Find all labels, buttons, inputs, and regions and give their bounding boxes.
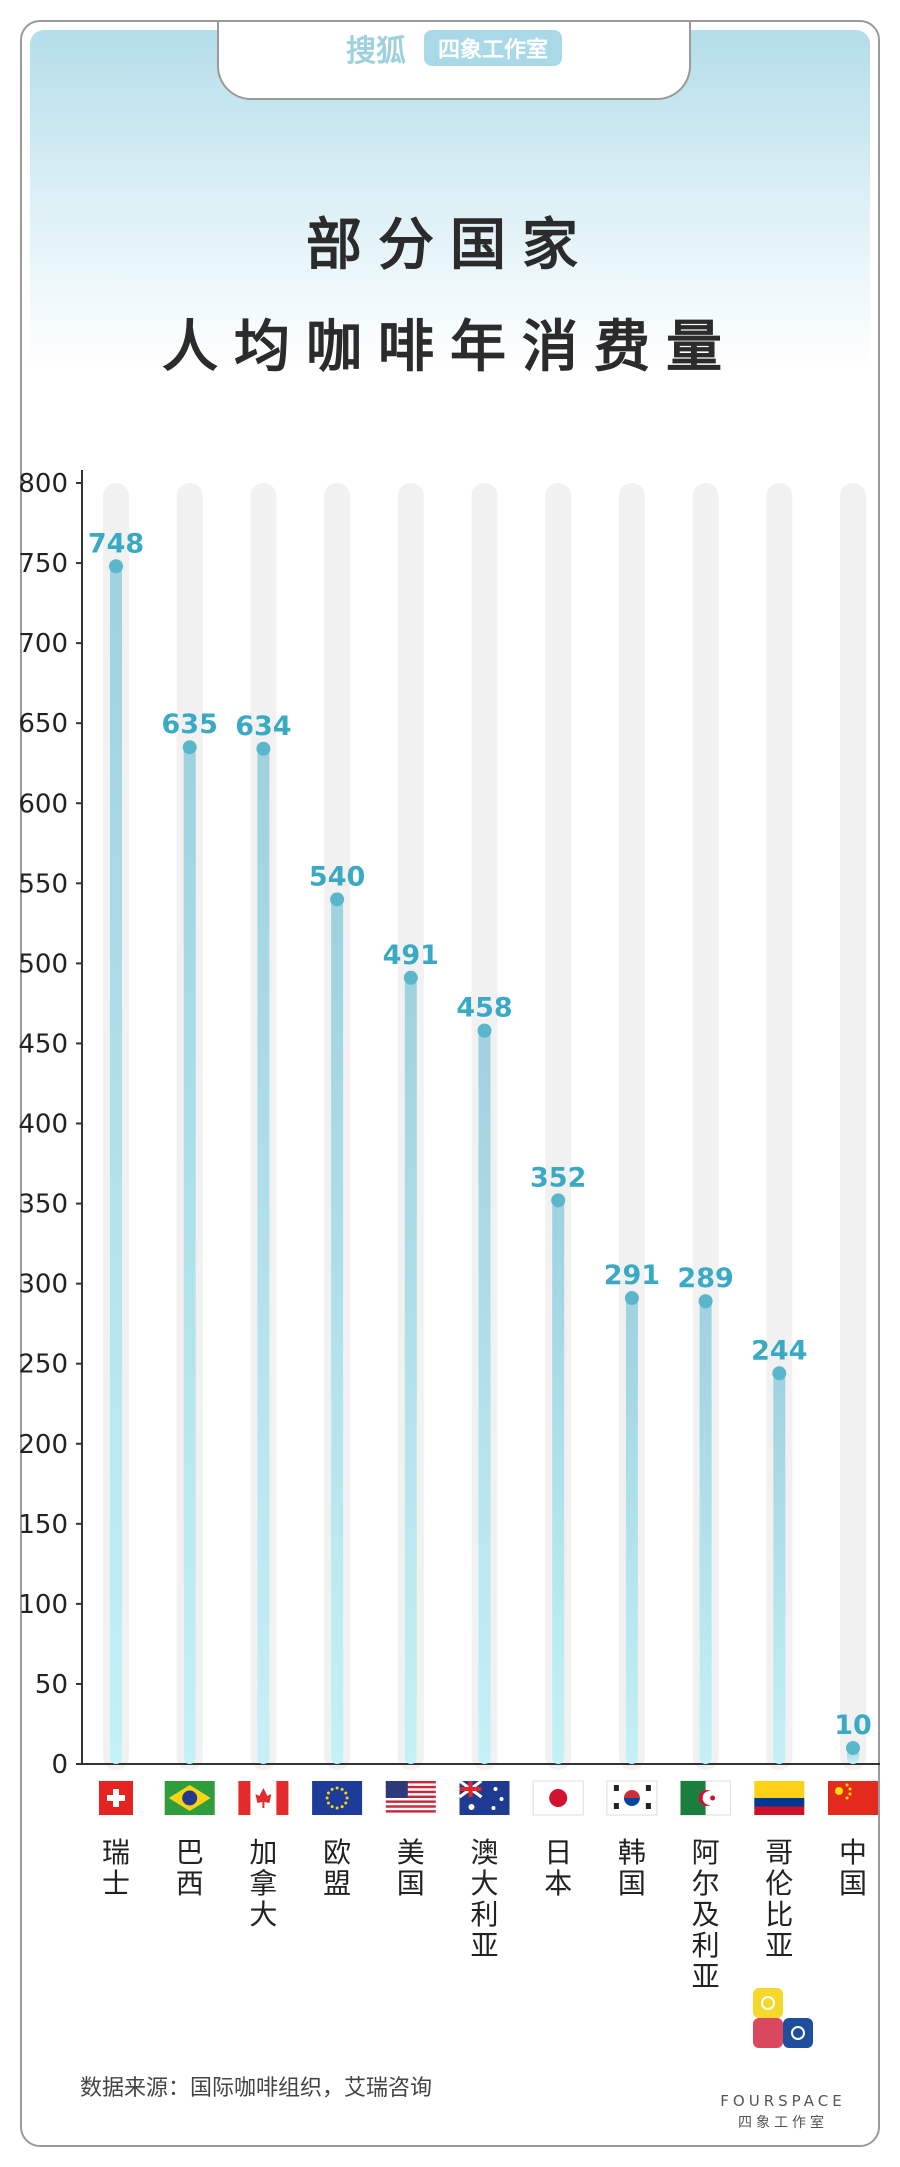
- bar-欧盟: [331, 899, 344, 1764]
- bar-dot: [477, 1023, 492, 1038]
- bar-dot: [624, 1291, 639, 1306]
- category-label: 澳大利亚: [470, 1836, 498, 1962]
- bar-track: [545, 483, 572, 1770]
- y-tick-label: 500: [18, 949, 68, 979]
- category-label: 日本: [544, 1836, 572, 1900]
- category-label: 中国: [839, 1836, 867, 1900]
- y-tick-label: 200: [18, 1430, 68, 1460]
- y-tick-label: 800: [18, 469, 68, 499]
- y-tick-label: 350: [18, 1190, 68, 1220]
- logo-text-en: FOURSPACE: [720, 2092, 846, 2110]
- bar-巴西: [183, 747, 196, 1764]
- infographic-card: 搜狐 四象工作室 部分国家 人均咖啡年消费量: [20, 20, 880, 2147]
- y-tick-label: 600: [18, 789, 68, 819]
- y-tick-label: 700: [18, 629, 68, 659]
- data-source: 数据来源：国际咖啡组织，艾瑞咨询: [80, 2076, 433, 2101]
- data-label: 291: [604, 1260, 660, 1291]
- bar-dot: [182, 740, 197, 755]
- category-label: 欧盟: [323, 1836, 351, 1900]
- bar-track: [692, 483, 719, 1770]
- switzerland-flag-icon: [99, 1781, 133, 1815]
- y-tick-label: 550: [18, 869, 68, 899]
- data-label: 540: [309, 861, 365, 892]
- data-label: 289: [677, 1263, 733, 1294]
- bar-加拿大: [257, 748, 270, 1764]
- bar-dot: [846, 1740, 860, 1755]
- bar-dot: [551, 1193, 566, 1208]
- data-label: 352: [530, 1162, 586, 1193]
- y-tick-label: 100: [18, 1590, 68, 1620]
- australia-flag-icon: [458, 1779, 510, 1815]
- title-line-1: 部分国家: [306, 213, 594, 278]
- title-line-2: 人均咖啡年消费量: [162, 315, 738, 380]
- data-label: 748: [88, 528, 144, 559]
- y-tick-label: 750: [18, 549, 68, 579]
- data-label: 458: [456, 993, 512, 1024]
- data-label: 10: [834, 1710, 872, 1741]
- brand-row: 搜狐 四象工作室: [219, 26, 689, 70]
- bar-瑞士: [110, 566, 122, 1764]
- y-tick-label: 250: [18, 1350, 68, 1380]
- category-label: 美国: [397, 1836, 425, 1900]
- data-label: 244: [751, 1335, 807, 1366]
- bar-track: [840, 483, 866, 1770]
- bar-track: [766, 483, 793, 1770]
- category-label: 哥伦比亚: [765, 1836, 793, 1962]
- y-tick-label: 650: [18, 709, 68, 739]
- data-label: 634: [235, 711, 291, 742]
- bar-dot: [109, 559, 123, 574]
- fourspace-logo-icon: [753, 1988, 813, 2048]
- bar-哥伦比亚: [773, 1373, 786, 1764]
- japan-flag-icon: [532, 1780, 584, 1816]
- brand-badge: 四象工作室: [423, 30, 562, 66]
- logo-text-cn: 四象工作室: [738, 2115, 828, 2131]
- bar-澳大利亚: [478, 1030, 491, 1764]
- colombia-flag-icon: [754, 1781, 805, 1815]
- eu-flag-icon: [312, 1781, 363, 1815]
- bar-dot: [330, 892, 345, 907]
- bar-阿尔及利亚: [699, 1301, 712, 1764]
- algeria-flag-icon: [680, 1780, 732, 1816]
- category-label: 韩国: [618, 1836, 646, 1900]
- y-tick-label: 150: [18, 1510, 68, 1540]
- bar-韩国: [625, 1298, 638, 1764]
- bar-dot: [772, 1366, 787, 1381]
- data-label: 635: [162, 709, 218, 740]
- canada-flag-icon: [238, 1781, 289, 1815]
- bar-美国: [404, 977, 417, 1764]
- usa-flag-icon: [385, 1781, 436, 1815]
- bar-dot: [256, 741, 271, 756]
- y-tick-label: 400: [18, 1110, 68, 1140]
- brand-tab: 搜狐 四象工作室: [217, 22, 691, 100]
- y-tick-label: 0: [51, 1750, 68, 1780]
- korea-flag-icon: [606, 1780, 658, 1816]
- brand-name: 搜狐: [345, 34, 406, 69]
- category-label: 加拿大: [249, 1836, 277, 1931]
- data-label: 491: [383, 940, 439, 971]
- china-flag-icon: [828, 1781, 878, 1815]
- brazil-flag-icon: [164, 1781, 215, 1815]
- y-tick-label: 50: [35, 1670, 68, 1700]
- bar-dot: [698, 1294, 713, 1309]
- bar-日本: [552, 1200, 565, 1764]
- y-tick-label: 450: [18, 1029, 68, 1059]
- y-tick-label: 300: [18, 1270, 68, 1300]
- category-label: 巴西: [176, 1836, 204, 1900]
- bar-dot: [403, 970, 418, 985]
- bar-track: [618, 483, 645, 1770]
- category-label: 阿尔及利亚: [692, 1836, 720, 1993]
- category-label: 瑞士: [102, 1836, 130, 1900]
